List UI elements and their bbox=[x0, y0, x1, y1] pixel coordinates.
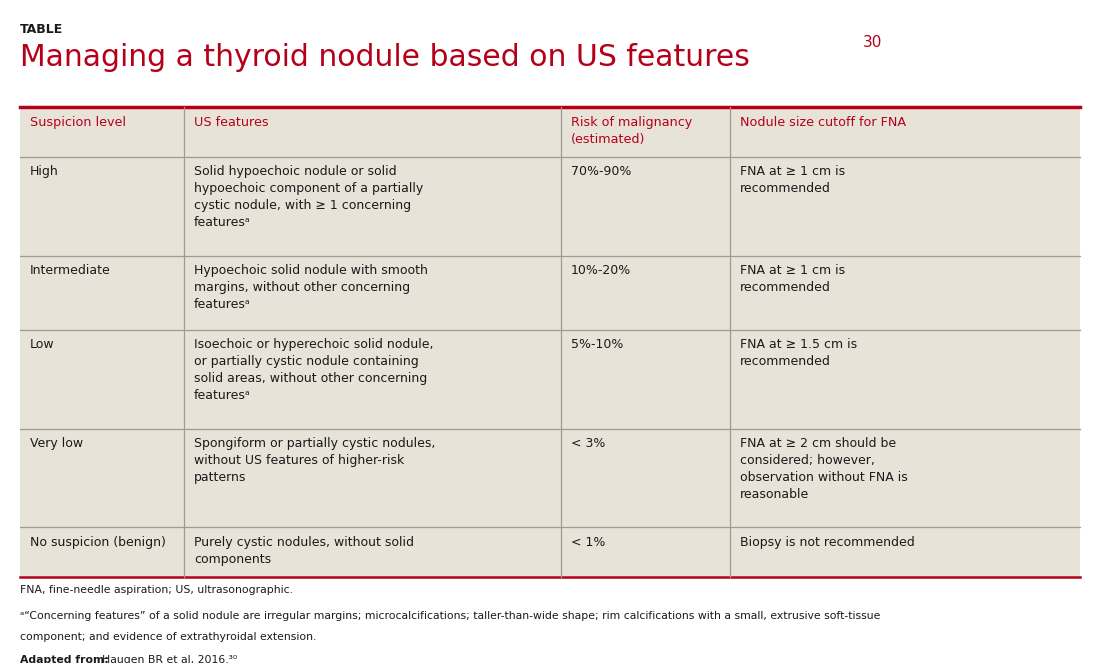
Text: FNA, fine-needle aspiration; US, ultrasonographic.: FNA, fine-needle aspiration; US, ultraso… bbox=[20, 585, 293, 595]
Bar bbox=[20, 527, 1080, 577]
Text: Solid hypoechoic nodule or solid
hypoechoic component of a partially
cystic nodu: Solid hypoechoic nodule or solid hypoech… bbox=[194, 166, 424, 229]
Text: Intermediate: Intermediate bbox=[30, 265, 110, 277]
Text: Hypoechoic solid nodule with smooth
margins, without other concerning
featuresᵃ: Hypoechoic solid nodule with smooth marg… bbox=[194, 265, 428, 311]
Text: Haugen BR et al, 2016.³⁰: Haugen BR et al, 2016.³⁰ bbox=[102, 655, 238, 663]
Text: FNA at ≥ 2 cm should be
considered; however,
observation without FNA is
reasonab: FNA at ≥ 2 cm should be considered; howe… bbox=[740, 437, 908, 501]
Text: Purely cystic nodules, without solid
components: Purely cystic nodules, without solid com… bbox=[194, 536, 414, 566]
Text: ᵃ“Concerning features” of a solid nodule are irregular margins; microcalcificati: ᵃ“Concerning features” of a solid nodule… bbox=[20, 611, 880, 621]
Text: FNA at ≥ 1 cm is
recommended: FNA at ≥ 1 cm is recommended bbox=[740, 166, 845, 195]
Bar bbox=[20, 157, 1080, 256]
Text: Spongiform or partially cystic nodules,
without US features of higher-risk
patte: Spongiform or partially cystic nodules, … bbox=[194, 437, 436, 484]
Text: Nodule size cutoff for FNA: Nodule size cutoff for FNA bbox=[740, 116, 906, 129]
Bar bbox=[20, 256, 1080, 330]
Text: Managing a thyroid nodule based on US features: Managing a thyroid nodule based on US fe… bbox=[20, 43, 750, 72]
Text: 5%-10%: 5%-10% bbox=[571, 338, 623, 351]
Bar bbox=[20, 428, 1080, 527]
Bar bbox=[20, 107, 1080, 157]
Text: 70%-90%: 70%-90% bbox=[571, 166, 631, 178]
Text: < 3%: < 3% bbox=[571, 437, 605, 450]
Text: High: High bbox=[30, 166, 58, 178]
Text: Biopsy is not recommended: Biopsy is not recommended bbox=[740, 536, 915, 549]
Text: FNA at ≥ 1.5 cm is
recommended: FNA at ≥ 1.5 cm is recommended bbox=[740, 338, 857, 368]
Text: Risk of malignancy
(estimated): Risk of malignancy (estimated) bbox=[571, 116, 692, 145]
Text: component; and evidence of extrathyroidal extension.: component; and evidence of extrathyroida… bbox=[20, 632, 316, 642]
Text: US features: US features bbox=[194, 116, 268, 129]
Text: Adapted from:: Adapted from: bbox=[20, 655, 112, 663]
Text: Very low: Very low bbox=[30, 437, 82, 450]
Text: Isoechoic or hyperechoic solid nodule,
or partially cystic nodule containing
sol: Isoechoic or hyperechoic solid nodule, o… bbox=[194, 338, 433, 402]
Text: 30: 30 bbox=[862, 35, 882, 50]
Text: Low: Low bbox=[30, 338, 54, 351]
Text: Suspicion level: Suspicion level bbox=[30, 116, 125, 129]
Bar bbox=[20, 330, 1080, 428]
Text: FNA at ≥ 1 cm is
recommended: FNA at ≥ 1 cm is recommended bbox=[740, 265, 845, 294]
Text: 10%-20%: 10%-20% bbox=[571, 265, 630, 277]
Text: No suspicion (benign): No suspicion (benign) bbox=[30, 536, 166, 549]
Text: TABLE: TABLE bbox=[20, 23, 63, 36]
Text: < 1%: < 1% bbox=[571, 536, 605, 549]
